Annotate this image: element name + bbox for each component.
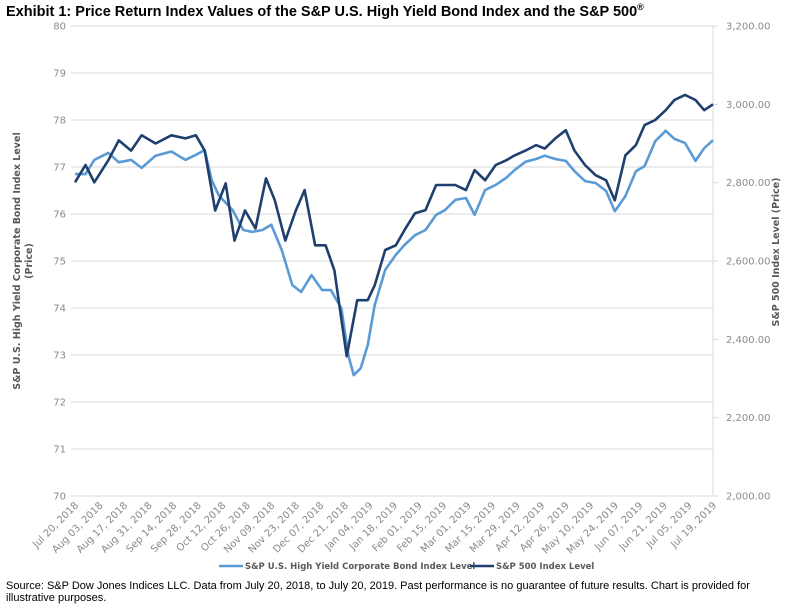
y-left-tick-label: 71 <box>53 445 66 456</box>
y-left-tick-label: 79 <box>53 69 66 80</box>
sp500-index-line <box>73 93 714 358</box>
legend-label-bond: S&P U.S. High Yield Corporate Bond Index… <box>245 562 475 572</box>
chart-title: Exhibit 1: Price Return Index Values of … <box>6 2 644 20</box>
y-axis-left-label-unit: (Price) <box>24 243 35 279</box>
y-right-tick-label: 3,200.00 <box>726 22 771 33</box>
gridlines <box>71 25 713 497</box>
y-axis-right-label: S&P 500 Index Level (Price) <box>771 178 782 327</box>
legend: S&P U.S. High Yield Corporate Bond Index… <box>219 562 594 572</box>
y-left-tick-label: 73 <box>53 351 66 362</box>
source-note: Source: S&P Dow Jones Indices LLC. Data … <box>6 580 750 604</box>
y-left-tick-label: 80 <box>53 22 66 33</box>
y-axis-left-label: S&P U.S. High Yield Corporate Bond Index… <box>12 132 23 389</box>
y-left-tick-label: 74 <box>53 304 66 315</box>
bond-index-line <box>75 129 714 377</box>
registered-mark: ® <box>637 2 644 12</box>
y-left-tick-label: 78 <box>53 116 66 127</box>
y-left-tick-label: 77 <box>53 163 66 174</box>
chart-title-text: Exhibit 1: Price Return Index Values of … <box>6 3 638 20</box>
y-axis-left-ticks: 70 71 72 73 74 75 76 77 78 79 80 <box>53 22 66 503</box>
y-axis-right-ticks: 2,000.00 2,200.00 2,400.00 2,600.00 2,800.00… <box>712 22 771 503</box>
y-right-tick-label: 2,600.00 <box>726 257 771 268</box>
y-right-tick-label: 2,200.00 <box>726 413 771 424</box>
y-left-tick-label: 72 <box>53 398 66 409</box>
y-right-tick-label: 2,400.00 <box>726 335 771 346</box>
series-lines <box>73 93 714 377</box>
y-right-tick-label: 2,000.00 <box>726 492 771 503</box>
legend-label-sp500: S&P 500 Index Level <box>496 562 594 572</box>
y-left-tick-label: 75 <box>53 257 66 268</box>
y-left-tick-label: 70 <box>53 492 66 503</box>
y-right-tick-label: 3,000.00 <box>726 100 771 111</box>
y-right-tick-label: 2,800.00 <box>726 178 771 189</box>
y-left-tick-label: 76 <box>53 210 66 221</box>
